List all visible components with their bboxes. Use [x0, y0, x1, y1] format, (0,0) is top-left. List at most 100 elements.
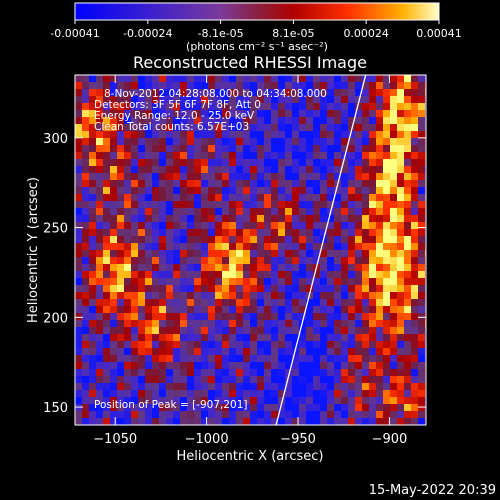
heatmap-cell: [411, 187, 419, 195]
heatmap-cell: [264, 89, 272, 97]
heatmap-cell: [250, 89, 258, 97]
heatmap-cell: [250, 117, 258, 125]
heatmap-cell: [376, 355, 384, 363]
heatmap-cell: [166, 313, 174, 321]
heatmap-cell: [278, 390, 286, 398]
heatmap-cell: [306, 187, 314, 195]
heatmap-cell: [131, 362, 139, 370]
heatmap-cell: [96, 299, 104, 307]
heatmap-cell: [285, 236, 293, 244]
heatmap-cell: [376, 159, 384, 167]
heatmap-cell: [89, 131, 97, 139]
heatmap-cell: [180, 96, 188, 104]
heatmap-cell: [369, 327, 377, 335]
heatmap-cell: [334, 271, 342, 279]
heatmap-cell: [89, 159, 97, 167]
heatmap-cell: [82, 117, 90, 125]
heatmap-cell: [89, 341, 97, 349]
heatmap-cell: [306, 89, 314, 97]
heatmap-cell: [243, 285, 251, 293]
heatmap-cell: [334, 75, 342, 83]
heatmap-cell: [306, 348, 314, 356]
heatmap-cell: [313, 383, 321, 391]
heatmap-cell: [355, 173, 363, 181]
heatmap-cell: [103, 96, 111, 104]
heatmap-cell: [383, 257, 391, 265]
heatmap-cell: [362, 75, 370, 83]
heatmap-cell: [180, 341, 188, 349]
heatmap-cell: [348, 96, 356, 104]
heatmap-cell: [152, 313, 160, 321]
heatmap-cell: [243, 152, 251, 160]
heatmap-cell: [117, 166, 125, 174]
heatmap-cell: [383, 320, 391, 328]
heatmap-cell: [383, 152, 391, 160]
heatmap-cell: [313, 362, 321, 370]
heatmap-cell: [411, 285, 419, 293]
heatmap-cell: [201, 131, 209, 139]
heatmap-cell: [222, 166, 230, 174]
heatmap-cell: [334, 208, 342, 216]
heatmap-cell: [243, 264, 251, 272]
heatmap-cell: [152, 299, 160, 307]
heatmap-cell: [180, 250, 188, 258]
heatmap-cell: [222, 264, 230, 272]
heatmap-cell: [411, 89, 419, 97]
heatmap-cell: [362, 180, 370, 188]
heatmap-cell: [348, 285, 356, 293]
heatmap-cell: [376, 411, 384, 419]
heatmap-cell: [383, 187, 391, 195]
heatmap-cell: [215, 306, 223, 314]
heatmap-cell: [222, 278, 230, 286]
heatmap-cell: [201, 201, 209, 209]
heatmap-cell: [194, 334, 202, 342]
heatmap-cell: [285, 250, 293, 258]
heatmap-cell: [166, 411, 174, 419]
heatmap-cell: [383, 383, 391, 391]
heatmap-cell: [138, 131, 146, 139]
heatmap-cell: [376, 173, 384, 181]
heatmap-cell: [299, 292, 307, 300]
heatmap-cell: [131, 166, 139, 174]
heatmap-cell: [327, 306, 335, 314]
heatmap-cell: [306, 152, 314, 160]
heatmap-cell: [355, 313, 363, 321]
heatmap-cell: [362, 292, 370, 300]
heatmap-cell: [117, 243, 125, 251]
heatmap-cell: [299, 166, 307, 174]
heatmap-cell: [215, 376, 223, 384]
heatmap-cell: [201, 348, 209, 356]
heatmap-cell: [418, 306, 426, 314]
heatmap-cell: [306, 194, 314, 202]
heatmap-cell: [418, 131, 426, 139]
heatmap-cell: [194, 243, 202, 251]
heatmap-cell: [159, 145, 167, 153]
heatmap-cell: [138, 96, 146, 104]
heatmap-cell: [145, 383, 153, 391]
heatmap-cell: [334, 124, 342, 132]
heatmap-cell: [292, 180, 300, 188]
heatmap-cell: [96, 348, 104, 356]
heatmap-cell: [362, 383, 370, 391]
heatmap-cell: [334, 138, 342, 146]
heatmap-cell: [145, 341, 153, 349]
heatmap-cell: [348, 222, 356, 230]
heatmap-cell: [306, 383, 314, 391]
heatmap-cell: [390, 292, 398, 300]
heatmap-cell: [278, 124, 286, 132]
heatmap-cell: [320, 215, 328, 223]
heatmap-cell: [404, 96, 412, 104]
heatmap-cell: [334, 299, 342, 307]
heatmap-cell: [397, 271, 405, 279]
heatmap-cell: [89, 82, 97, 90]
heatmap-cell: [390, 334, 398, 342]
heatmap-cell: [236, 341, 244, 349]
heatmap-cell: [194, 397, 202, 405]
heatmap-cell: [201, 173, 209, 181]
heatmap-cell: [222, 376, 230, 384]
heatmap-cell: [327, 376, 335, 384]
heatmap-cell: [250, 187, 258, 195]
heatmap-cell: [236, 159, 244, 167]
heatmap-cell: [299, 411, 307, 419]
heatmap-cell: [327, 236, 335, 244]
